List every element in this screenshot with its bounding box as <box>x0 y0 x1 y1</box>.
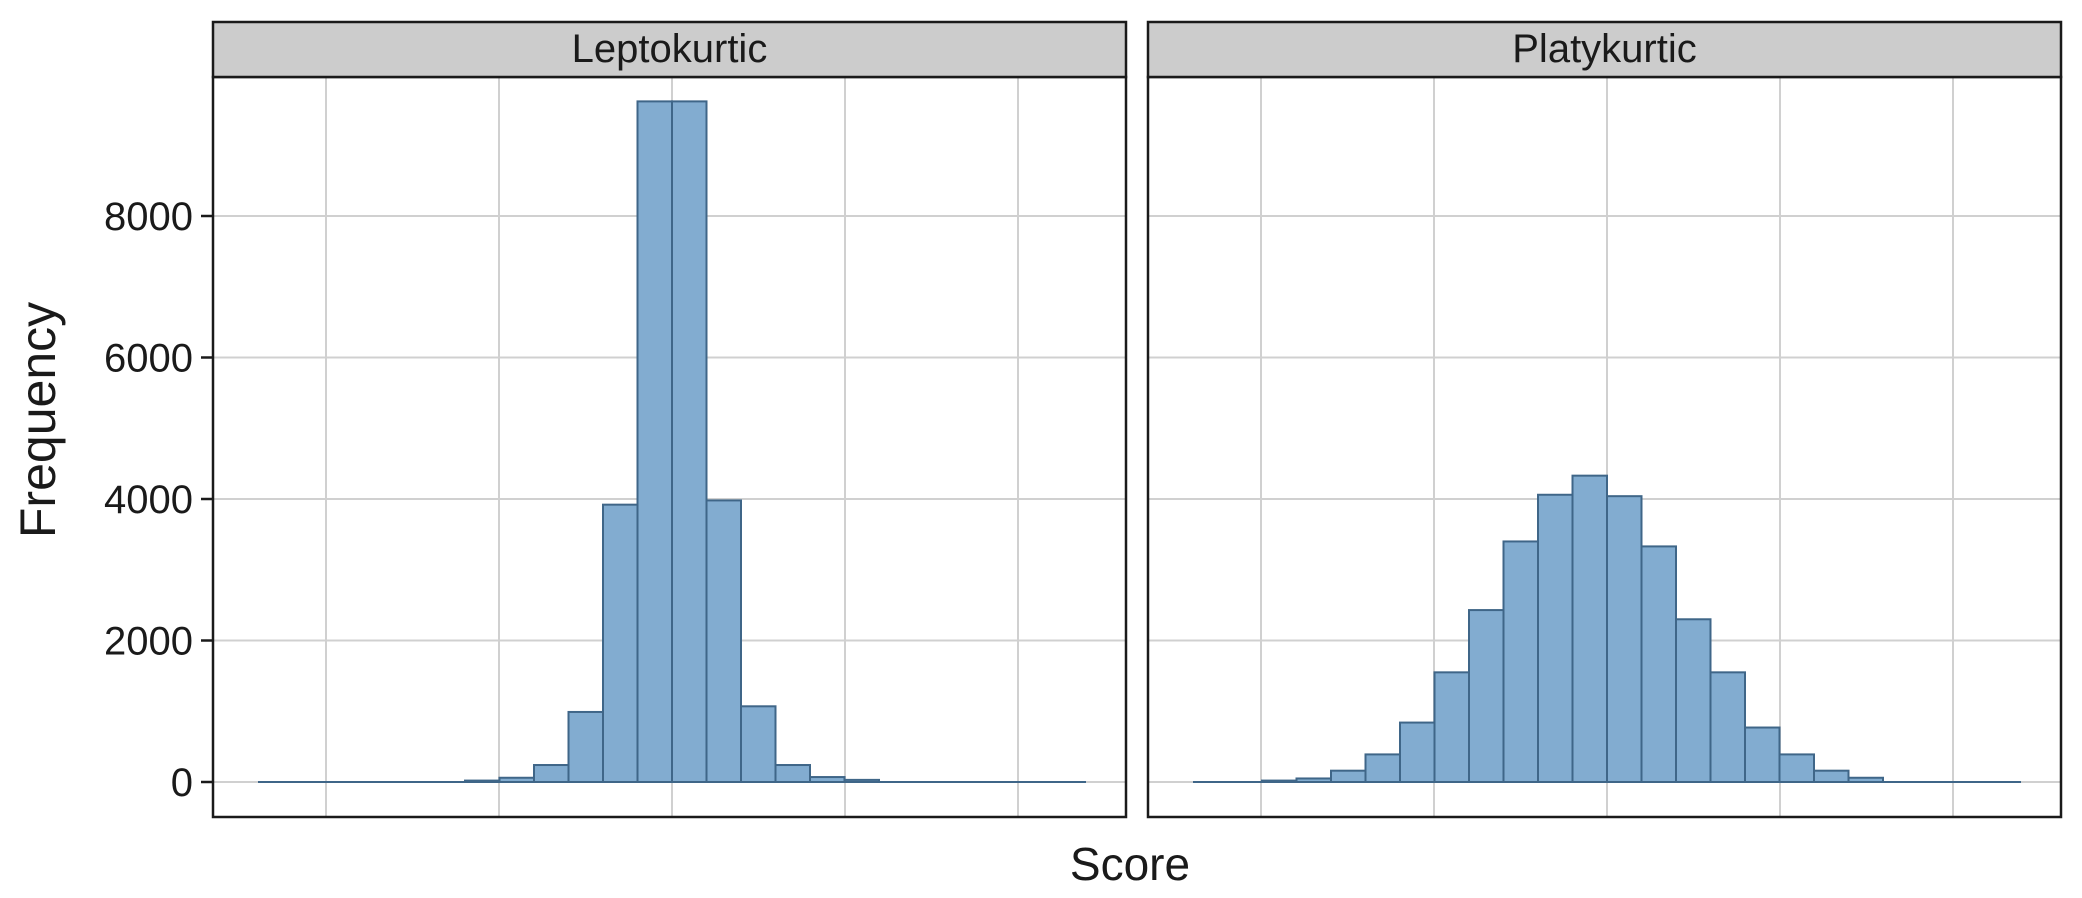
histogram-bar <box>1295 777 1332 784</box>
histogram-bar <box>533 764 570 784</box>
facet-strip-label: Leptokurtic <box>572 27 768 71</box>
histogram-bar <box>1399 721 1436 784</box>
y-tick-label: 0 <box>171 761 193 805</box>
histogram-bar <box>1640 545 1677 784</box>
histogram-bar <box>671 100 708 783</box>
panel-leptokurtic: Leptokurtic <box>211 20 1128 819</box>
histogram-bar <box>1675 618 1712 784</box>
y-axis-label: Frequency <box>10 302 66 538</box>
histogram-bar <box>1606 495 1643 783</box>
x-axis-label: Score <box>1070 838 1190 890</box>
panels-layer: Leptokurtic Platykurtic <box>211 20 2063 819</box>
histogram-bar <box>705 499 742 783</box>
histogram-bar <box>1537 493 1574 783</box>
histogram-bar <box>1330 769 1367 783</box>
histogram-bar <box>1813 769 1850 783</box>
facet-strip-label: Platykurtic <box>1512 27 1697 71</box>
histogram-bar <box>1502 540 1539 784</box>
facet-strip <box>1146 20 2063 79</box>
histogram-bar <box>567 710 604 784</box>
histogram-bar <box>774 764 811 784</box>
histogram-bar <box>843 778 880 784</box>
histogram-bar <box>1847 776 1884 784</box>
histogram-bar <box>1364 753 1401 783</box>
histogram-bar <box>1468 609 1505 784</box>
panel-platykurtic: Platykurtic <box>1146 20 2063 819</box>
histogram-bar <box>602 503 639 783</box>
y-tick-label: 8000 <box>104 195 193 239</box>
y-tick-label: 2000 <box>104 620 193 664</box>
histogram-bar <box>1571 474 1608 783</box>
histogram-bar <box>1433 671 1470 784</box>
histogram-bar <box>1709 671 1746 784</box>
y-tick-label: 4000 <box>104 478 193 522</box>
histogram-bar <box>1744 726 1781 784</box>
facet-strip <box>211 20 1128 79</box>
histogram-bar <box>1261 779 1298 784</box>
histogram-bar <box>809 776 846 783</box>
histogram-bar <box>1778 753 1815 783</box>
histogram-bar <box>498 776 535 784</box>
histogram-bar <box>464 779 501 784</box>
histogram-bar <box>740 705 777 783</box>
y-axis: 0 2000 4000 6000 8000 <box>104 195 213 805</box>
y-tick-label: 6000 <box>104 337 193 381</box>
histogram-bar <box>636 100 673 783</box>
